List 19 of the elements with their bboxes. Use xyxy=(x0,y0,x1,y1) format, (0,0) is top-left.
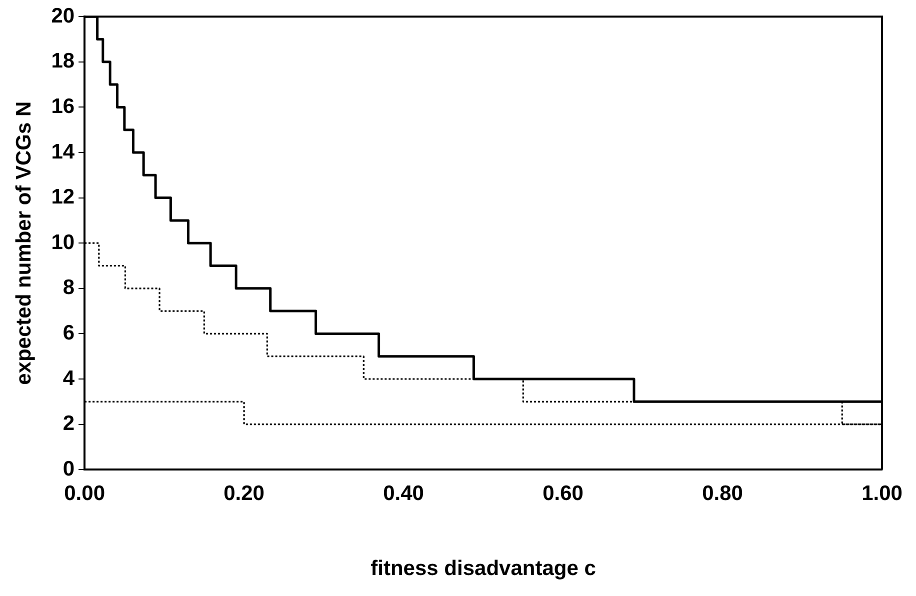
y-tick-label: 4 xyxy=(62,366,75,390)
y-tick-label: 10 xyxy=(51,230,75,254)
x-tick-label: 0.60 xyxy=(542,482,584,505)
y-tick-label: 0 xyxy=(62,457,75,480)
y-tick-label: 20 xyxy=(51,4,75,28)
y-tick-label: 18 xyxy=(51,50,75,73)
x-tick-label: 0.80 xyxy=(702,482,743,505)
x-tick-label: 0.40 xyxy=(383,482,424,505)
y-tick-label: 6 xyxy=(62,321,75,344)
x-tick-label: 0.00 xyxy=(64,482,105,505)
y-tick-label: 2 xyxy=(62,412,75,436)
x-axis-title: fitness disadvantage c xyxy=(370,557,596,580)
y-axis-title: expected number of VCGs N xyxy=(12,101,36,385)
y-tick-label: 12 xyxy=(51,186,75,209)
x-tick-label: 1.00 xyxy=(862,482,902,505)
y-tick-label: 8 xyxy=(62,276,75,300)
x-tick-label: 0.20 xyxy=(224,482,264,505)
y-tick-label: 14 xyxy=(51,140,75,164)
y-tick-label: 16 xyxy=(51,94,75,118)
